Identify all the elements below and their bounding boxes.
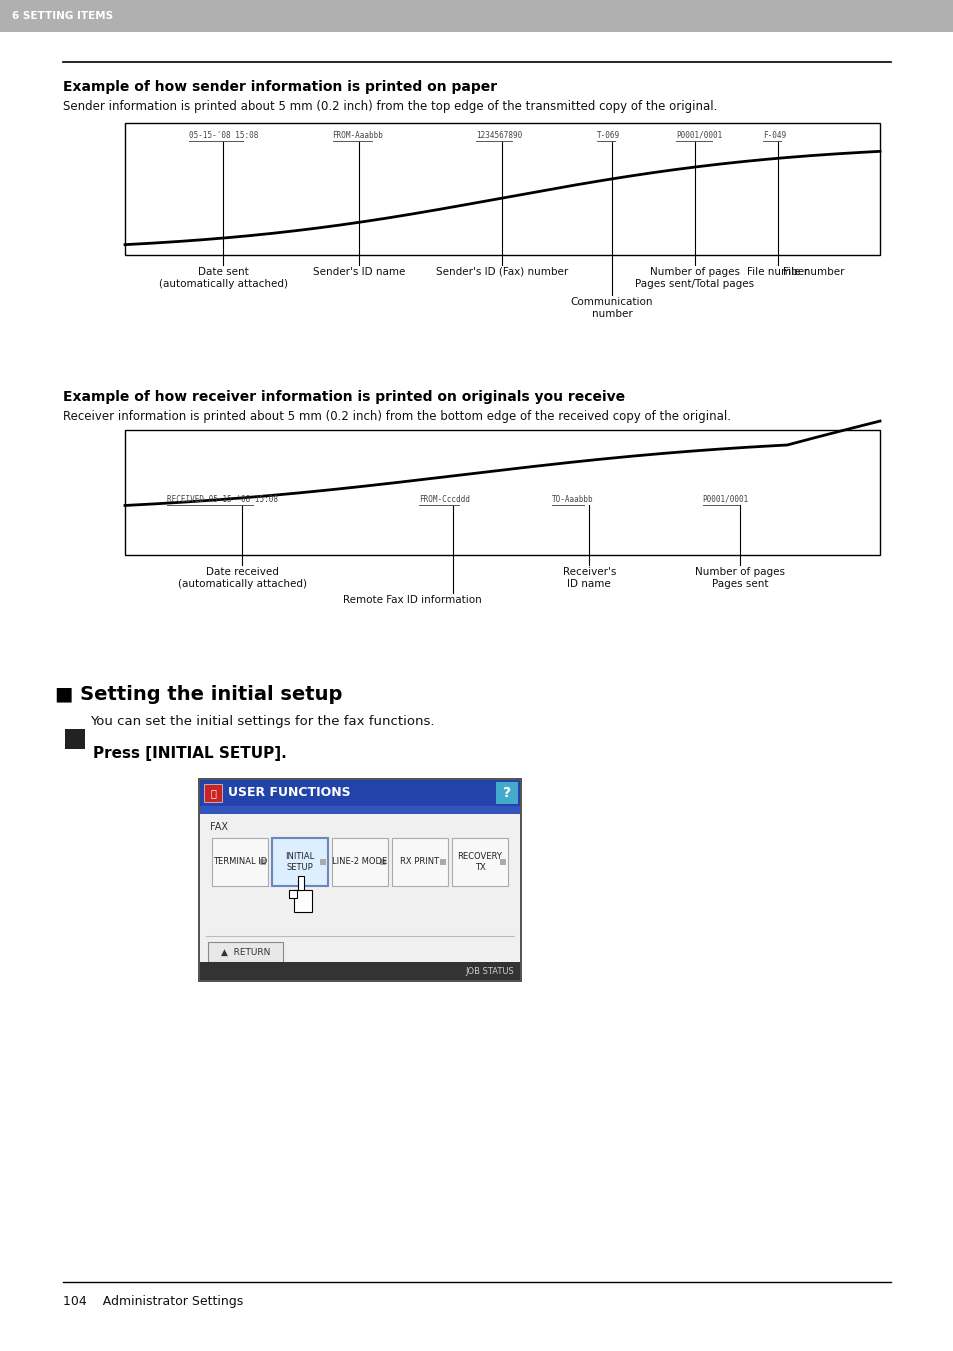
Text: Number of pages
Pages sent: Number of pages Pages sent xyxy=(695,567,784,589)
Text: FAX: FAX xyxy=(210,821,228,832)
Text: RECEIVED 05-15-'08 15:08: RECEIVED 05-15-'08 15:08 xyxy=(167,494,277,504)
Text: TO-Aaabbb: TO-Aaabbb xyxy=(551,494,593,504)
Bar xyxy=(200,807,519,815)
Text: P0001/0001: P0001/0001 xyxy=(676,131,721,141)
Text: Date sent
(automatically attached): Date sent (automatically attached) xyxy=(158,267,288,289)
Text: Sender's ID name: Sender's ID name xyxy=(313,267,405,277)
Bar xyxy=(453,839,509,888)
Text: TERMINAL ID: TERMINAL ID xyxy=(213,858,267,866)
Text: ?: ? xyxy=(502,786,511,800)
Bar xyxy=(125,123,879,255)
Text: Example of how receiver information is printed on originals you receive: Example of how receiver information is p… xyxy=(63,390,624,404)
Bar xyxy=(260,859,266,865)
Text: USER FUNCTIONS: USER FUNCTIONS xyxy=(228,786,351,800)
Text: 🔊: 🔊 xyxy=(210,788,215,798)
Text: ■ Setting the initial setup: ■ Setting the initial setup xyxy=(55,685,342,704)
Bar xyxy=(272,838,328,886)
Text: FROM-Aaabbb: FROM-Aaabbb xyxy=(333,131,383,141)
Text: Number of pages
Pages sent/Total pages: Number of pages Pages sent/Total pages xyxy=(635,267,754,289)
Bar xyxy=(273,839,329,888)
Bar xyxy=(200,815,519,962)
Text: Sender information is printed about 5 mm (0.2 inch) from the top edge of the tra: Sender information is printed about 5 mm… xyxy=(63,100,717,113)
Bar xyxy=(125,430,879,555)
Text: File number: File number xyxy=(746,267,808,277)
Text: Receiver's
ID name: Receiver's ID name xyxy=(562,567,616,589)
Text: FROM-Cccddd: FROM-Cccddd xyxy=(419,494,470,504)
Bar xyxy=(393,839,449,888)
Bar xyxy=(332,838,388,886)
Text: Remote Fax ID information: Remote Fax ID information xyxy=(342,594,480,605)
Bar xyxy=(379,859,386,865)
Bar xyxy=(212,838,268,886)
Bar xyxy=(0,0,953,32)
Bar xyxy=(297,875,304,890)
Bar xyxy=(200,780,519,807)
Bar xyxy=(208,942,283,962)
Bar xyxy=(499,859,505,865)
Text: 6 SETTING ITEMS: 6 SETTING ITEMS xyxy=(12,11,113,22)
Text: Date received
(automatically attached): Date received (automatically attached) xyxy=(177,567,306,589)
Bar xyxy=(204,784,222,802)
Text: 104    Administrator Settings: 104 Administrator Settings xyxy=(63,1296,243,1308)
Text: ▲  RETURN: ▲ RETURN xyxy=(220,947,270,957)
Text: JOB STATUS: JOB STATUS xyxy=(465,966,514,975)
Bar xyxy=(213,839,269,888)
Text: LINE-2 MODE: LINE-2 MODE xyxy=(332,858,387,866)
Text: 05-15-'08 15:08: 05-15-'08 15:08 xyxy=(189,131,258,141)
Text: 1: 1 xyxy=(70,751,80,766)
Text: Receiver information is printed about 5 mm (0.2 inch) from the bottom edge of th: Receiver information is printed about 5 … xyxy=(63,409,730,423)
Text: Press [INITIAL SETUP].: Press [INITIAL SETUP]. xyxy=(92,746,287,761)
Text: F-049: F-049 xyxy=(762,131,785,141)
Text: 1234567890: 1234567890 xyxy=(476,131,522,141)
Text: RX PRINT: RX PRINT xyxy=(400,858,439,866)
Text: RECOVERY
TX: RECOVERY TX xyxy=(457,852,502,871)
Bar xyxy=(496,782,517,804)
Bar xyxy=(294,890,312,912)
Bar xyxy=(200,962,519,979)
Bar xyxy=(439,859,446,865)
Bar xyxy=(452,838,507,886)
Text: P0001/0001: P0001/0001 xyxy=(701,494,748,504)
Bar xyxy=(65,730,85,748)
Bar xyxy=(319,859,326,865)
Bar xyxy=(198,778,521,982)
Bar xyxy=(289,890,296,898)
Bar xyxy=(333,839,389,888)
Bar xyxy=(392,838,448,886)
Text: Sender's ID (Fax) number: Sender's ID (Fax) number xyxy=(436,267,568,277)
Text: INITIAL
SETUP: INITIAL SETUP xyxy=(285,852,314,871)
Text: File number: File number xyxy=(782,267,843,277)
Text: Communication
number: Communication number xyxy=(570,297,653,319)
Text: Example of how sender information is printed on paper: Example of how sender information is pri… xyxy=(63,80,497,95)
Text: T-069: T-069 xyxy=(597,131,619,141)
Text: You can set the initial settings for the fax functions.: You can set the initial settings for the… xyxy=(90,715,434,728)
